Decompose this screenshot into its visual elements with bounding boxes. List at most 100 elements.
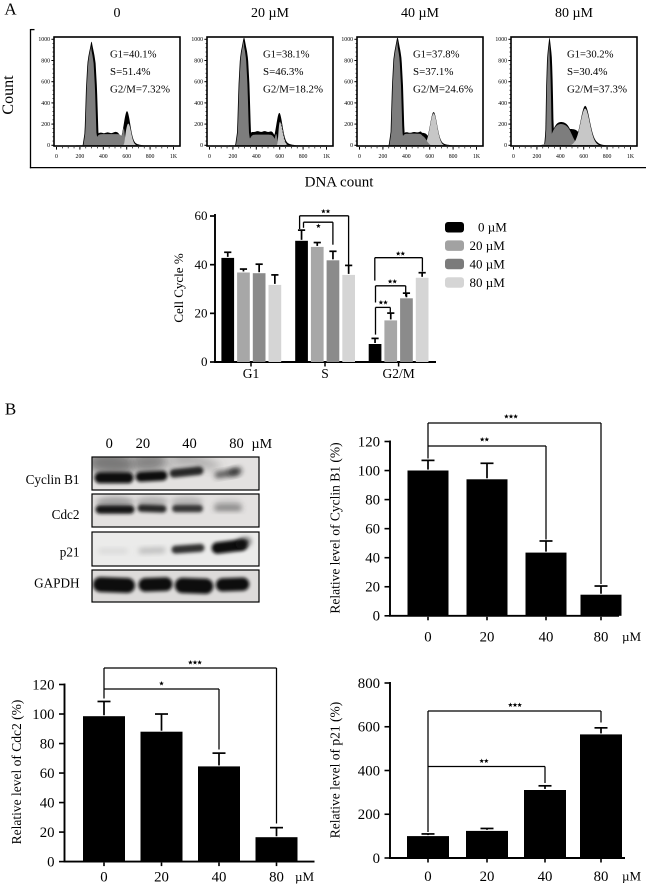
svg-text:40: 40 bbox=[212, 870, 227, 886]
svg-text:200: 200 bbox=[194, 122, 203, 128]
svg-text:60: 60 bbox=[365, 521, 380, 537]
svg-text:400: 400 bbox=[194, 101, 203, 107]
svg-text:800: 800 bbox=[146, 154, 155, 160]
svg-text:400: 400 bbox=[358, 763, 380, 779]
svg-text:µM: µM bbox=[295, 869, 314, 884]
svg-text:1K: 1K bbox=[323, 154, 331, 160]
svg-text:Cdc2: Cdc2 bbox=[52, 507, 80, 522]
svg-text:1000: 1000 bbox=[495, 37, 507, 43]
svg-text:Relative level of Cdc2 (%): Relative level of Cdc2 (%) bbox=[9, 700, 24, 845]
svg-text:µM: µM bbox=[252, 437, 273, 452]
svg-text:800: 800 bbox=[344, 58, 353, 64]
svg-text:600: 600 bbox=[498, 80, 507, 86]
svg-text:80: 80 bbox=[40, 736, 55, 752]
svg-text:DNA count: DNA count bbox=[305, 175, 375, 191]
svg-text:0: 0 bbox=[504, 143, 507, 149]
svg-text:400: 400 bbox=[402, 154, 411, 160]
svg-text:800: 800 bbox=[603, 154, 612, 160]
svg-text:200: 200 bbox=[533, 154, 542, 160]
svg-text:20: 20 bbox=[480, 869, 495, 885]
svg-text:G2/M: G2/M bbox=[382, 366, 414, 381]
svg-text:200: 200 bbox=[358, 807, 380, 823]
svg-text:B: B bbox=[5, 400, 16, 419]
svg-text:S=30.4%: S=30.4% bbox=[567, 67, 608, 78]
svg-text:0: 0 bbox=[114, 6, 121, 21]
svg-text:600: 600 bbox=[41, 80, 50, 86]
svg-text:µM: µM bbox=[622, 869, 641, 884]
svg-text:0: 0 bbox=[55, 154, 58, 160]
svg-text:0: 0 bbox=[350, 143, 353, 149]
svg-text:0: 0 bbox=[512, 154, 515, 160]
svg-text:0: 0 bbox=[373, 609, 380, 625]
svg-text:80: 80 bbox=[269, 870, 284, 886]
svg-text:600: 600 bbox=[194, 80, 203, 86]
svg-text:20: 20 bbox=[154, 870, 169, 886]
svg-text:40: 40 bbox=[365, 551, 380, 567]
svg-text:60: 60 bbox=[195, 208, 208, 223]
svg-text:0 µM: 0 µM bbox=[478, 220, 507, 235]
svg-text:100: 100 bbox=[358, 463, 380, 479]
svg-text:120: 120 bbox=[358, 434, 380, 450]
svg-text:0: 0 bbox=[358, 154, 361, 160]
svg-text:0: 0 bbox=[106, 436, 113, 452]
svg-text:20 µM: 20 µM bbox=[251, 6, 290, 21]
svg-text:40 µM: 40 µM bbox=[470, 256, 506, 271]
svg-text:800: 800 bbox=[498, 58, 507, 64]
svg-text:80: 80 bbox=[594, 630, 609, 646]
svg-text:40: 40 bbox=[182, 436, 197, 452]
svg-text:40: 40 bbox=[195, 257, 208, 272]
svg-text:S=51.4%: S=51.4% bbox=[110, 67, 151, 78]
svg-text:400: 400 bbox=[556, 154, 565, 160]
svg-text:400: 400 bbox=[252, 154, 261, 160]
svg-text:800: 800 bbox=[41, 58, 50, 64]
svg-text:200: 200 bbox=[379, 154, 388, 160]
svg-text:400: 400 bbox=[498, 101, 507, 107]
svg-text:200: 200 bbox=[229, 154, 238, 160]
svg-text:Relative level of Cyclin B1 (%: Relative level of Cyclin B1 (%) bbox=[328, 442, 343, 613]
svg-text:400: 400 bbox=[41, 101, 50, 107]
svg-text:20: 20 bbox=[480, 630, 495, 646]
svg-text:600: 600 bbox=[275, 154, 284, 160]
svg-text:1K: 1K bbox=[170, 154, 178, 160]
svg-text:200: 200 bbox=[41, 122, 50, 128]
svg-text:S=46.3%: S=46.3% bbox=[263, 67, 304, 78]
svg-text:0: 0 bbox=[201, 354, 208, 369]
svg-text:G1=30.2%: G1=30.2% bbox=[567, 50, 614, 61]
svg-text:20 µM: 20 µM bbox=[470, 238, 506, 253]
svg-text:20: 20 bbox=[365, 580, 380, 596]
svg-text:600: 600 bbox=[122, 154, 131, 160]
svg-text:200: 200 bbox=[344, 122, 353, 128]
svg-text:p21: p21 bbox=[60, 544, 80, 559]
svg-text:800: 800 bbox=[449, 154, 458, 160]
svg-text:1K: 1K bbox=[627, 154, 635, 160]
svg-text:G1=38.1%: G1=38.1% bbox=[263, 50, 310, 61]
svg-text:G1: G1 bbox=[243, 366, 260, 381]
svg-text:20: 20 bbox=[136, 436, 151, 452]
svg-text:S=37.1%: S=37.1% bbox=[413, 67, 454, 78]
svg-text:Cell Cycle %: Cell Cycle % bbox=[171, 253, 186, 322]
svg-text:0: 0 bbox=[424, 630, 431, 646]
svg-text:1000: 1000 bbox=[341, 37, 353, 43]
svg-text:400: 400 bbox=[99, 154, 108, 160]
svg-text:Relative level of p21 (%): Relative level of p21 (%) bbox=[328, 702, 343, 838]
svg-text:0: 0 bbox=[100, 870, 107, 886]
svg-text:20: 20 bbox=[195, 306, 208, 321]
svg-text:200: 200 bbox=[76, 154, 85, 160]
svg-text:80 µM: 80 µM bbox=[470, 275, 506, 290]
svg-text:Count: Count bbox=[0, 75, 17, 115]
svg-text:1K: 1K bbox=[473, 154, 481, 160]
svg-text:0: 0 bbox=[373, 851, 380, 867]
svg-text:G2/M=24.6%: G2/M=24.6% bbox=[413, 85, 473, 96]
svg-text:20: 20 bbox=[40, 825, 55, 841]
svg-text:80: 80 bbox=[594, 869, 609, 885]
svg-text:60: 60 bbox=[40, 766, 55, 782]
svg-text:G1=37.8%: G1=37.8% bbox=[413, 50, 460, 61]
svg-text:S: S bbox=[321, 366, 329, 381]
svg-text:80: 80 bbox=[365, 492, 380, 508]
svg-text:GAPDH: GAPDH bbox=[34, 576, 80, 591]
svg-text:600: 600 bbox=[344, 80, 353, 86]
svg-text:A: A bbox=[4, 0, 17, 19]
svg-text:800: 800 bbox=[194, 58, 203, 64]
svg-text:G2/M=7.32%: G2/M=7.32% bbox=[110, 85, 170, 96]
svg-text:100: 100 bbox=[32, 707, 54, 723]
